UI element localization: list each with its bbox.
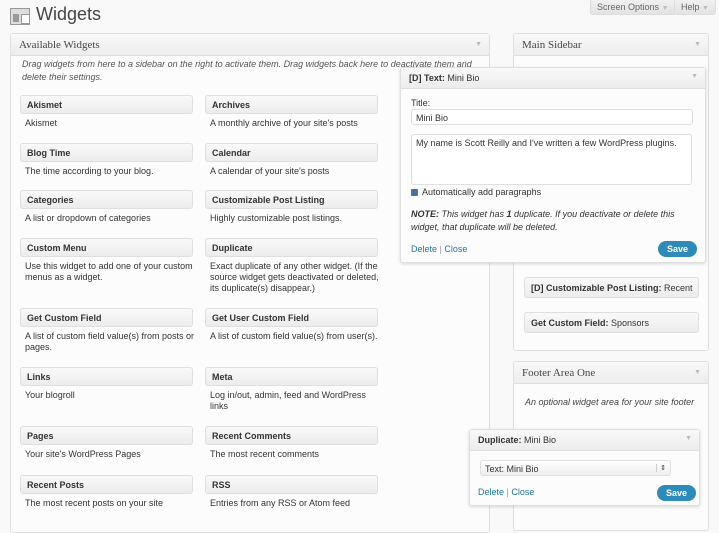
toggle-arrow-icon[interactable]: ▼: [694, 40, 701, 48]
delete-link[interactable]: Delete: [478, 487, 505, 497]
title-label: Title:: [411, 98, 431, 108]
close-link[interactable]: Close: [511, 487, 535, 497]
auto-paragraphs-checkbox[interactable]: [411, 188, 418, 196]
widget-description: Exact duplicate of any other widget. (If…: [210, 261, 379, 293]
toggle-arrow-icon[interactable]: ▼: [694, 368, 701, 376]
widget-archives[interactable]: Archives: [205, 95, 378, 114]
widget-meta[interactable]: Meta: [205, 367, 378, 386]
available-widgets-intro: Drag widgets from here to a sidebar on t…: [22, 59, 472, 82]
screen-options-button[interactable]: Screen Options ▼: [590, 0, 676, 15]
widget-customizable-post-listing[interactable]: Customizable Post Listing: [205, 190, 378, 209]
widget-custom-menu[interactable]: Custom Menu: [20, 238, 193, 257]
panel-title: Footer Area One: [522, 367, 596, 379]
duplicate-widget-header[interactable]: Duplicate: Mini Bio ▼: [470, 430, 699, 451]
widget-description: Akismet: [25, 118, 58, 128]
widget-pages[interactable]: Pages: [20, 426, 193, 445]
widget-description: The most recent comments: [210, 449, 320, 459]
widget-description: Highly customizable post listings.: [210, 213, 343, 223]
sidebar-widget-get-custom-field[interactable]: Get Custom Field: Sponsors: [524, 312, 699, 333]
close-link[interactable]: Close: [444, 244, 468, 254]
widget-get-user-custom-field[interactable]: Get User Custom Field: [205, 308, 378, 327]
widget-description: Your blogroll: [25, 390, 75, 400]
save-button[interactable]: Save: [658, 241, 698, 257]
save-button[interactable]: Save: [657, 485, 697, 501]
widget-duplicate[interactable]: Duplicate: [205, 238, 378, 257]
widget-akismet[interactable]: Akismet: [20, 95, 193, 114]
widget-recent-posts[interactable]: Recent Posts: [20, 475, 193, 494]
text-widget-editor: [D] Text: Mini Bio ▼ Title: Mini Bio My n…: [400, 67, 706, 263]
separator: |: [439, 244, 442, 254]
widget-rss[interactable]: RSS: [205, 475, 378, 494]
help-label: Help: [681, 2, 700, 12]
available-widgets-header[interactable]: Available Widgets ▼: [11, 34, 489, 56]
widget-categories[interactable]: Categories: [20, 190, 193, 209]
text-widget-header[interactable]: [D] Text: Mini Bio ▼: [401, 68, 705, 89]
widget-blog-time[interactable]: Blog Time: [20, 143, 193, 162]
screen-options-label: Screen Options: [597, 2, 660, 12]
main-sidebar-header[interactable]: Main Sidebar ▼: [514, 34, 708, 56]
toggle-arrow-icon[interactable]: ▼: [475, 40, 482, 48]
help-button[interactable]: Help ▼: [674, 0, 716, 15]
page-title: Widgets: [36, 4, 102, 24]
widget-description: A calendar of your site's posts: [210, 166, 330, 176]
content-textarea[interactable]: My name is Scott Reilly and I've written…: [411, 134, 692, 185]
separator: |: [506, 487, 509, 497]
panel-title: Available Widgets: [19, 39, 100, 51]
widgets-page-icon: [10, 8, 30, 25]
chevron-down-icon: ▼: [661, 5, 669, 12]
delete-link[interactable]: Delete: [411, 244, 438, 254]
footer-area-header[interactable]: Footer Area One ▼: [514, 362, 708, 384]
select-arrows-icon: ⇕: [656, 464, 666, 472]
widget-links[interactable]: Links: [20, 367, 193, 386]
widget-description: A list of custom field value(s) from pos…: [25, 331, 195, 352]
widget-description: Log in/out, admin, feed and WordPress li…: [210, 390, 366, 411]
duplicate-note: NOTE: This widget has 1 duplicate. If yo…: [411, 209, 675, 232]
widget-description: Use this widget to add one of your custo…: [25, 261, 193, 282]
duplicate-widget-editor: Duplicate: Mini Bio ▼ Text: Mini Bio ⇕ Del…: [469, 429, 700, 506]
widget-description: Your site's WordPress Pages: [25, 449, 141, 459]
widget-recent-comments[interactable]: Recent Comments: [205, 426, 378, 445]
source-widget-select[interactable]: Text: Mini Bio ⇕: [480, 460, 671, 476]
sidebar-widget-customizable-post-listing[interactable]: [D] Customizable Post Listing: Recent: [524, 277, 699, 298]
footer-area-description: An optional widget area for your site fo…: [525, 397, 695, 407]
widget-get-custom-field[interactable]: Get Custom Field: [20, 308, 193, 327]
widget-description: The most recent posts on your site: [25, 498, 164, 508]
panel-title: Main Sidebar: [522, 39, 582, 51]
toggle-arrow-icon[interactable]: ▼: [691, 73, 698, 80]
widget-description: The time according to your blog.: [25, 166, 154, 176]
widget-description: A list or dropdown of categories: [25, 213, 151, 223]
title-input[interactable]: Mini Bio: [411, 109, 693, 125]
widget-calendar[interactable]: Calendar: [205, 143, 378, 162]
widget-description: A list of custom field value(s) from use…: [210, 331, 378, 341]
toggle-arrow-icon[interactable]: ▼: [685, 435, 692, 442]
auto-paragraphs-label: Automatically add paragraphs: [422, 187, 542, 197]
chevron-down-icon: ▼: [702, 5, 709, 12]
widget-description: Entries from any RSS or Atom feed: [210, 498, 351, 508]
widget-description: A monthly archive of your site's posts: [210, 118, 358, 128]
